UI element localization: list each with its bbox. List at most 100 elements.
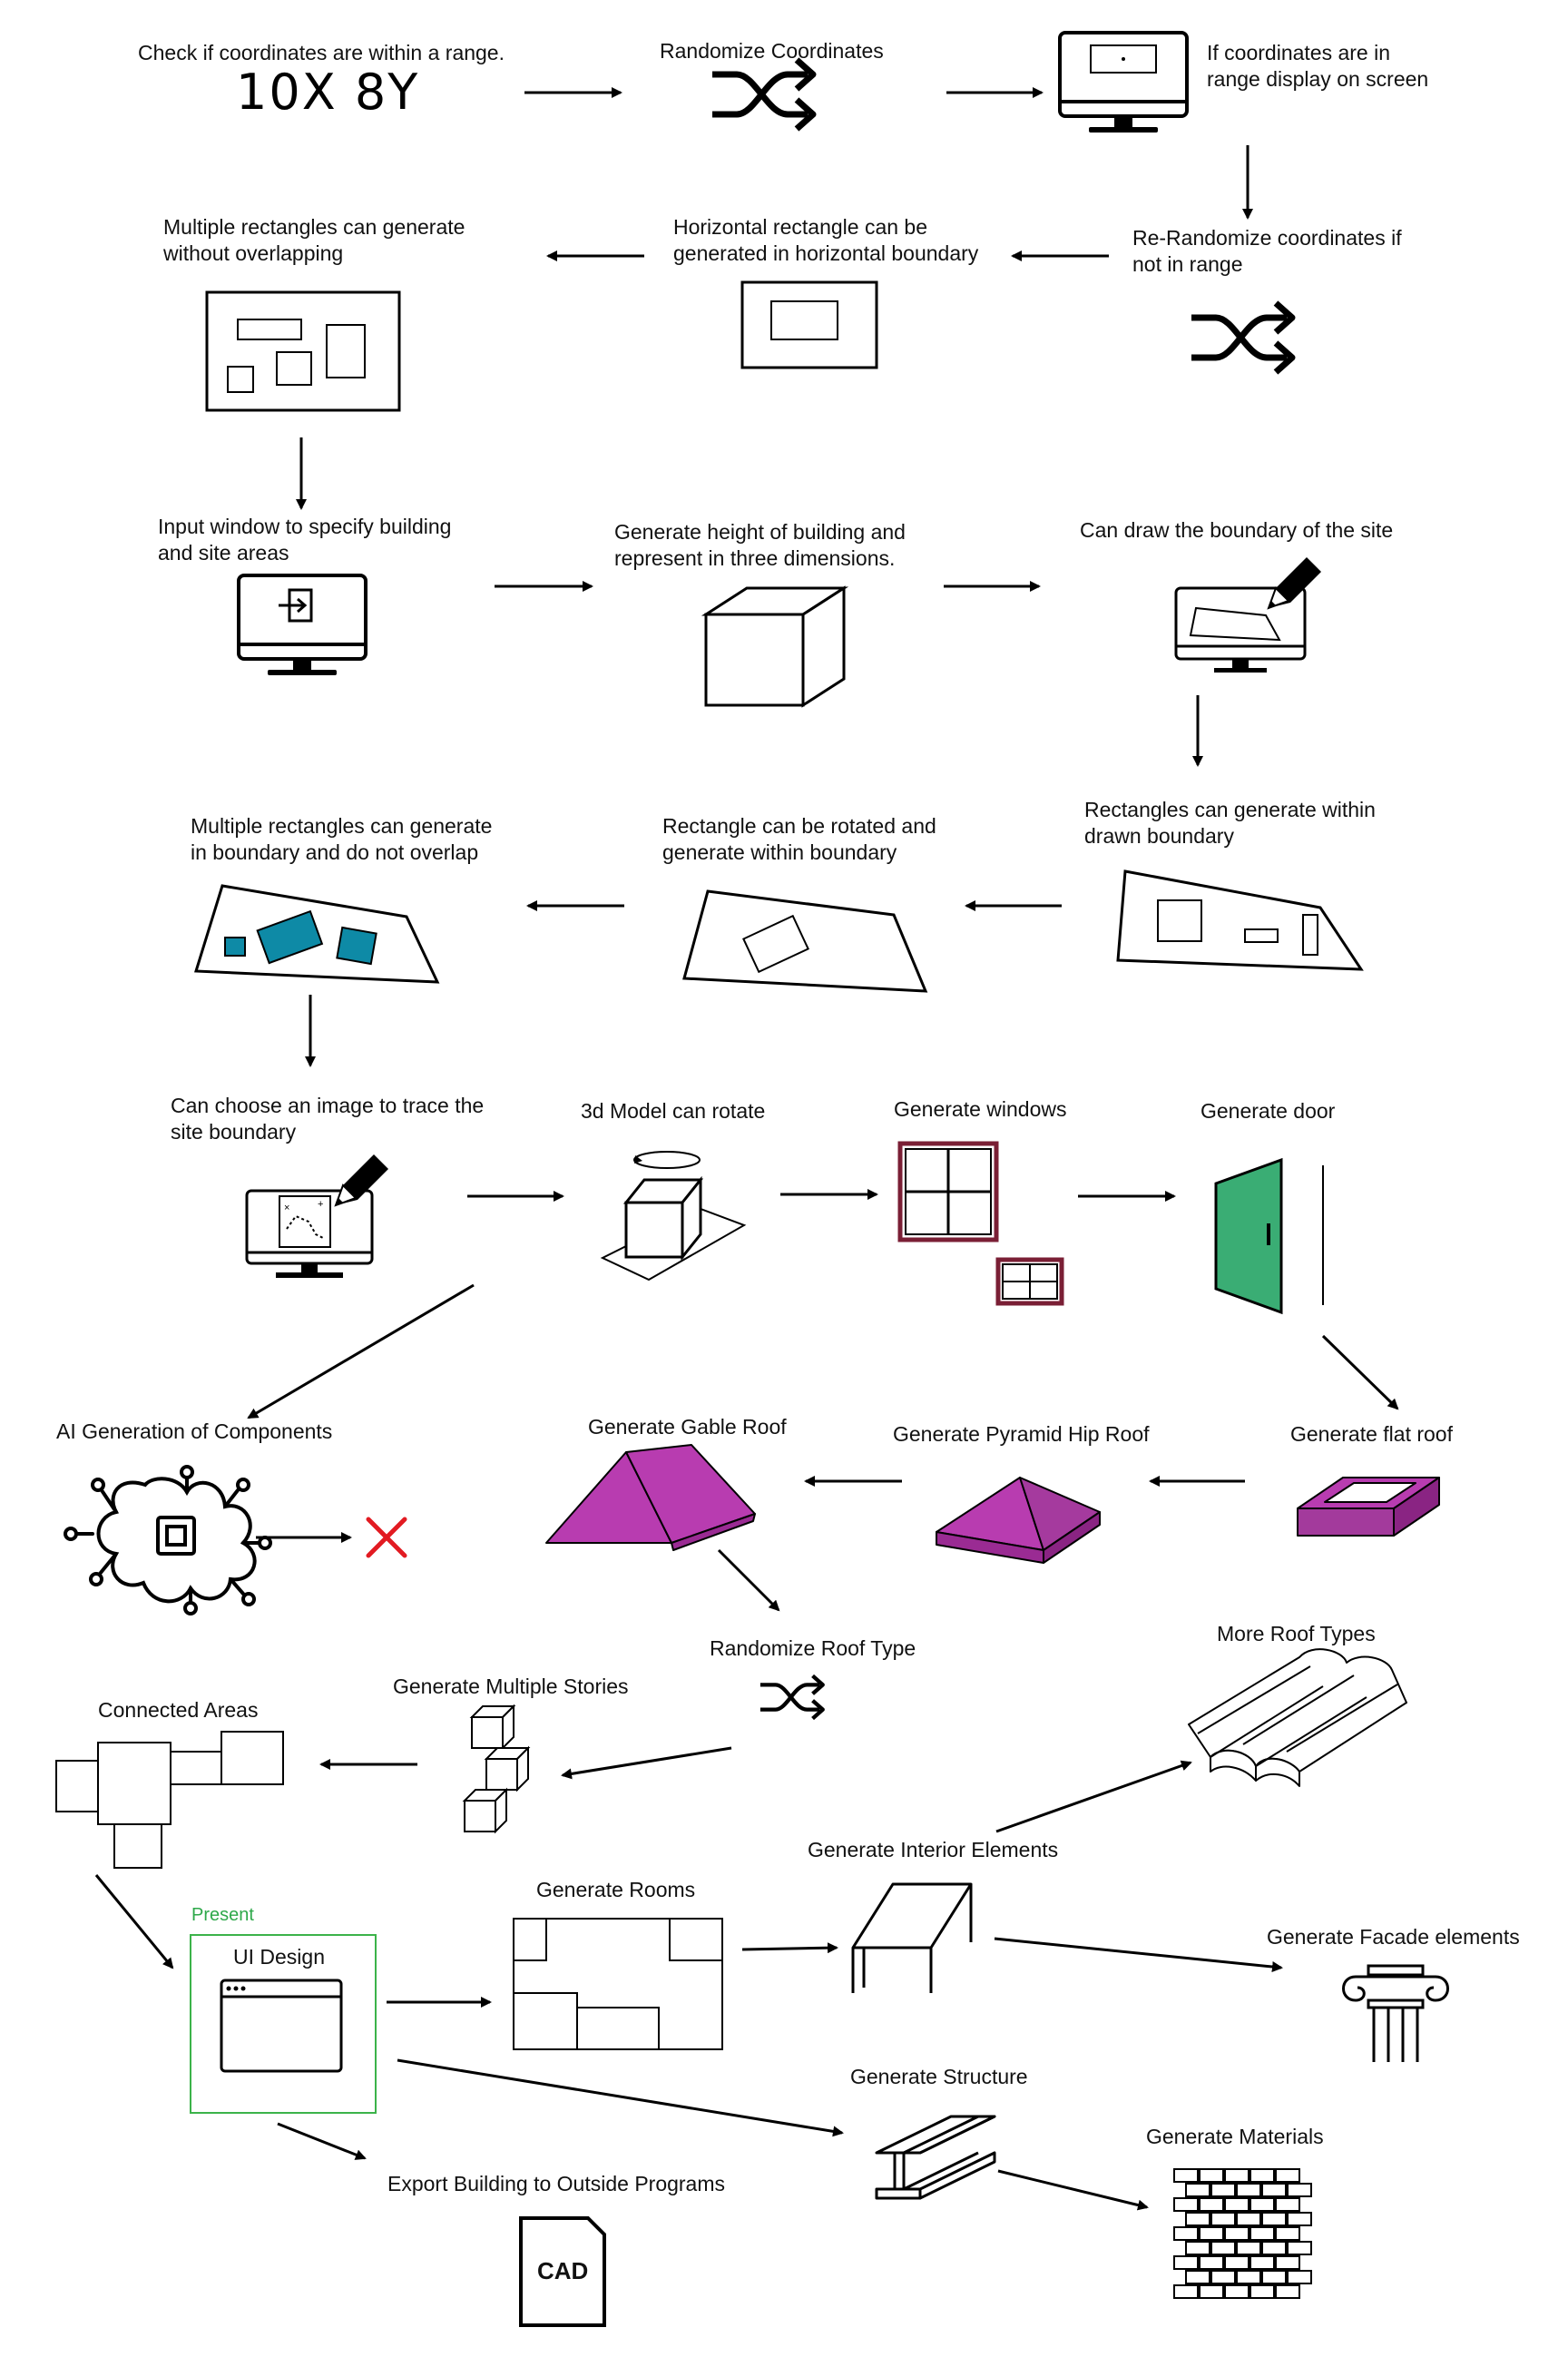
node-gable-roof: Generate Gable Roof <box>588 1415 787 1439</box>
brick <box>1173 2197 1199 2212</box>
hip-roof-icon <box>936 1477 1101 1564</box>
shuffle-icon <box>712 60 813 129</box>
present-label: Present <box>191 1905 254 1925</box>
brick <box>1210 2183 1236 2197</box>
cad-icon-label: CAD <box>537 2257 589 2284</box>
brick <box>1250 2197 1275 2212</box>
node-connected-areas: Connected Areas <box>98 1698 259 1722</box>
brick <box>1261 2212 1287 2226</box>
brick <box>1185 2241 1210 2255</box>
brick <box>1210 2270 1236 2284</box>
node-flat-roof: Generate flat roof <box>1290 1422 1453 1446</box>
arrow <box>247 1189 1399 1419</box>
brick <box>1275 2168 1300 2183</box>
cube-icon <box>701 585 849 708</box>
node-multiple-rectangles: Multiple rectangles can generate without… <box>163 215 466 265</box>
horizontal-rectangle-icon <box>740 280 878 369</box>
trace-image-icon: × + <box>245 1154 389 1278</box>
column-icon <box>1342 1964 1449 2062</box>
connected-areas-icon <box>55 1731 284 1869</box>
brick <box>1173 2284 1199 2299</box>
brick <box>1261 2241 1287 2255</box>
teal-rectangles-icon <box>193 884 440 984</box>
brick <box>1199 2284 1224 2299</box>
brick <box>1287 2241 1312 2255</box>
brick <box>1261 2270 1287 2284</box>
brick <box>1224 2226 1250 2241</box>
table-icon <box>851 1882 973 1993</box>
brick <box>1275 2226 1300 2241</box>
brick <box>1250 2255 1275 2270</box>
drawn-boundary-icon <box>1116 869 1364 971</box>
multiple-rectangles-icon <box>205 290 401 412</box>
brick <box>1236 2270 1261 2284</box>
node-generate-windows: Generate windows <box>894 1097 1067 1121</box>
brick <box>1185 2212 1210 2226</box>
node-randomize-roof: Randomize Roof Type <box>710 1636 916 1660</box>
rotating-model-icon <box>600 1151 747 1282</box>
brick <box>1224 2284 1250 2299</box>
brick <box>1173 2255 1199 2270</box>
svg-text:+: + <box>318 1199 323 1210</box>
brick <box>1275 2197 1300 2212</box>
node-rectangles-drawn-boundary: Rectangles can generate within drawn bou… <box>1084 798 1376 848</box>
brick <box>1275 2255 1300 2270</box>
cross-icon <box>366 1517 407 1558</box>
ai-chip-icon <box>64 1465 272 1616</box>
node-randomize-coordinates: Randomize Coordinates <box>660 39 884 63</box>
node-horizontal-rectangle: Horizontal rectangle can be generated in… <box>673 215 979 265</box>
roof-tile-icon <box>1188 1648 1407 1787</box>
gable-roof-icon <box>545 1444 756 1551</box>
brick <box>1250 2284 1275 2299</box>
shuffle-icon <box>1191 303 1292 372</box>
rotated-rectangle-icon <box>682 889 928 993</box>
node-ai-generation: AI Generation of Components <box>56 1419 333 1443</box>
brick <box>1210 2212 1236 2226</box>
brick <box>1199 2197 1224 2212</box>
svg-text:×: × <box>284 1203 289 1213</box>
node-model-rotate: 3d Model can rotate <box>581 1099 766 1123</box>
brick <box>1287 2183 1312 2197</box>
node-input-window: Input window to specify building and sit… <box>158 515 452 565</box>
stacked-cubes-icon <box>462 1704 531 1834</box>
brick <box>1224 2255 1250 2270</box>
node-ui-design: UI Design <box>233 1945 325 1969</box>
brick-wall-icon <box>1173 2168 1312 2299</box>
brick <box>1173 2226 1199 2241</box>
arrow <box>256 1476 1245 1612</box>
node-generate-door: Generate door <box>1200 1099 1336 1123</box>
brick <box>1287 2212 1312 2226</box>
brick <box>1250 2226 1275 2241</box>
arrow <box>305 581 1203 1067</box>
monitor-icon <box>1058 31 1189 134</box>
brick <box>1236 2183 1261 2197</box>
site-boundary-drawing-icon <box>1174 556 1322 673</box>
brick <box>1199 2255 1224 2270</box>
arrow <box>277 1937 1283 2211</box>
node-multiple-stories: Generate Multiple Stories <box>393 1674 629 1698</box>
node-generate-structure: Generate Structure <box>850 2065 1028 2088</box>
node-more-roof-types: More Roof Types <box>1217 1622 1376 1645</box>
node-height-3d: Generate height of building and represen… <box>614 520 906 570</box>
node-export-building: Export Building to Outside Programs <box>387 2172 726 2195</box>
arrow <box>94 1746 1192 1969</box>
brick <box>1236 2212 1261 2226</box>
door-icon <box>1214 1157 1324 1315</box>
brick <box>1275 2284 1300 2299</box>
steel-beam-icon <box>875 2115 996 2200</box>
rooms-plan-icon <box>513 1918 723 2050</box>
node-interior-elements: Generate Interior Elements <box>808 1838 1059 1861</box>
flat-roof-icon <box>1297 1477 1440 1537</box>
node-facade-elements: Generate Facade elements <box>1267 1925 1520 1949</box>
brick <box>1199 2168 1224 2183</box>
brick <box>1210 2241 1236 2255</box>
node-draw-boundary: Can draw the boundary of the site <box>1080 518 1394 542</box>
node-trace-image: Can choose an image to trace the site bo… <box>171 1094 485 1144</box>
brick <box>1199 2226 1224 2241</box>
node-generate-materials: Generate Materials <box>1146 2125 1324 2148</box>
node-check-range: Check if coordinates are within a range. <box>138 41 505 64</box>
present-frame <box>190 1934 377 2114</box>
cad-file-icon <box>519 2216 606 2327</box>
brick <box>1185 2270 1210 2284</box>
